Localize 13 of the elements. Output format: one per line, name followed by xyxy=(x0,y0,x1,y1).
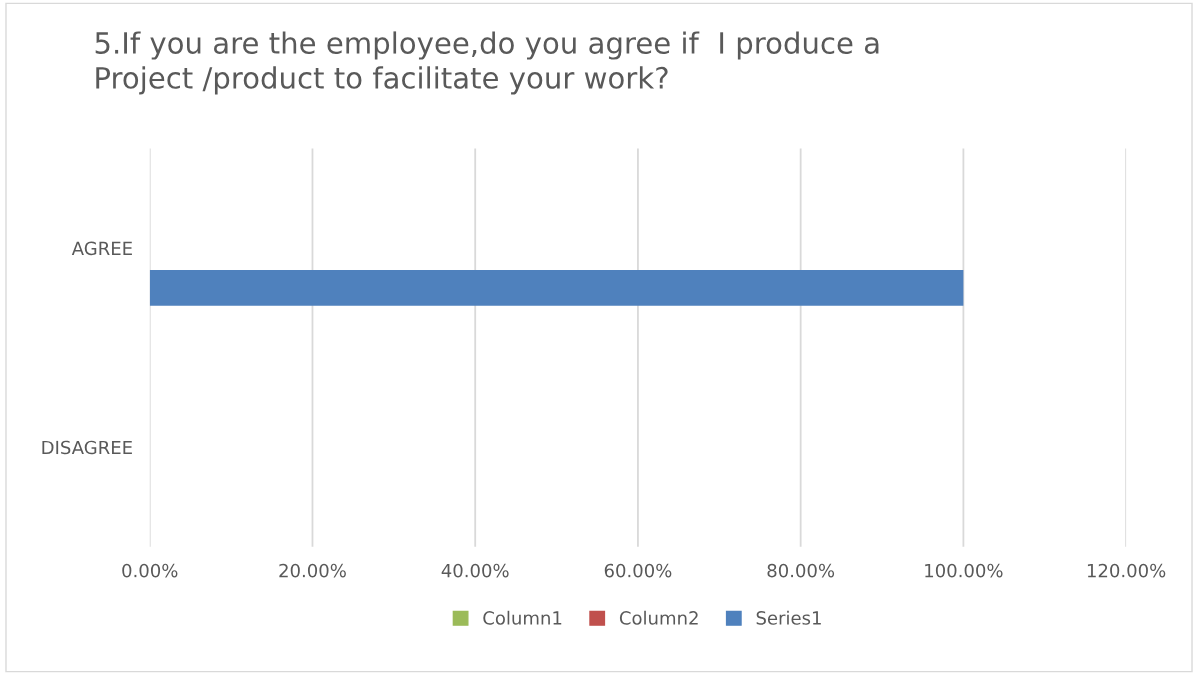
x-tick-label: 80.00% xyxy=(767,563,835,578)
x-tick-label: 120.00% xyxy=(1087,563,1166,578)
x-tick-label: 40.00% xyxy=(441,563,509,578)
chart-title: 5.If you are the employee,do you agree if I produce a Project /product to facilitate your work? xyxy=(95,31,879,95)
x-tick-label: 0.00% xyxy=(122,563,178,578)
legend-label: Series1 xyxy=(756,610,821,625)
y-tick-label: DISAGREE xyxy=(42,440,132,455)
y-tick-label: AGREE xyxy=(71,241,132,256)
x-tick-label: 60.00% xyxy=(604,563,672,578)
x-tick-label: 100.00% xyxy=(925,563,1003,578)
legend-label: Column2 xyxy=(619,610,698,625)
legend-label: Column1 xyxy=(483,610,562,625)
x-tick-label: 20.00% xyxy=(279,563,346,578)
